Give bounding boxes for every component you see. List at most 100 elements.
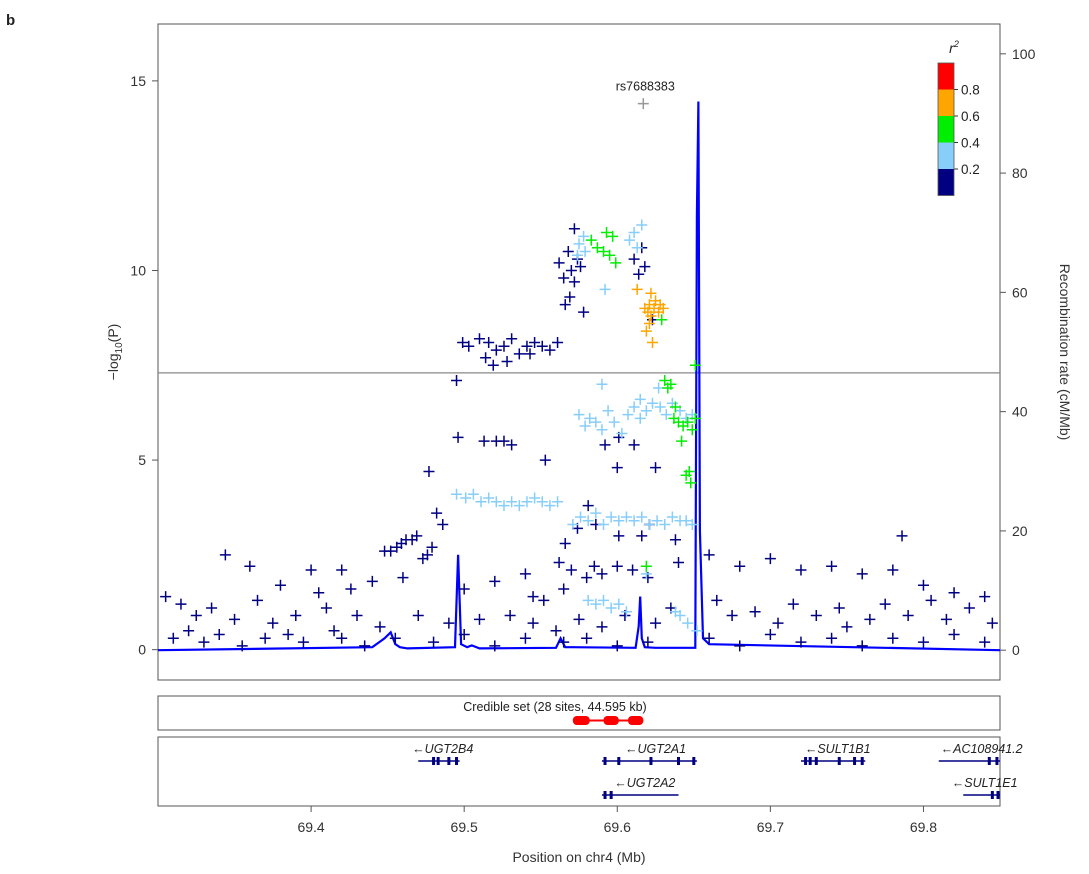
snp-point-navy: [749, 606, 761, 618]
snp-point-navy: [487, 359, 499, 371]
axes: 0 5 10 15 0 20 40 60 80 100 69.4 69.5 69.6 69.7 69.8 Po…: [105, 46, 1073, 865]
gene-label: ←SULT1E1: [952, 776, 1018, 790]
snp-point-navy: [864, 613, 876, 625]
snp-point-navy: [489, 575, 501, 587]
snp-point-navy: [575, 261, 587, 273]
snp-point-navy: [764, 628, 776, 640]
snp-point-navy: [473, 613, 485, 625]
snp-point-lightblue: [628, 401, 640, 413]
snp-point-navy: [841, 621, 853, 633]
snp-point-navy: [160, 591, 172, 603]
snp-point-navy: [642, 636, 654, 648]
y-axis-label-left: −log10(P): [105, 324, 125, 381]
snp-point-navy: [219, 549, 231, 561]
snp-point-lightblue: [578, 230, 590, 242]
snp-point-navy: [351, 610, 363, 622]
snp-point-navy: [669, 534, 681, 546]
snp-point-navy: [599, 439, 611, 451]
snp-point-lightblue: [599, 283, 611, 295]
gene-exon: [996, 791, 1000, 799]
snp-point-lightblue: [628, 227, 640, 239]
snp-point-navy: [336, 564, 348, 576]
snp-point-navy: [726, 610, 738, 622]
recombination-rate-series: [157, 101, 1001, 652]
snp-point-navy: [463, 340, 475, 352]
snp-point-navy: [345, 583, 357, 595]
y-tick-label-right: 80: [1012, 165, 1028, 181]
y-tick-label-right: 0: [1012, 642, 1020, 658]
r2-legend: r2 0.8 0.6 0.4 0.2: [937, 39, 980, 196]
snp-point-navy: [879, 598, 891, 610]
snp-point-lightblue: [608, 416, 620, 428]
snp-point-navy: [359, 640, 371, 652]
snp-point-lightblue: [654, 401, 666, 413]
snp-point-lightblue: [613, 598, 625, 610]
snp-point-navy: [366, 575, 378, 587]
snp-point-navy: [385, 545, 397, 557]
gene-track: ←UGT2B4 ←UGT2A1 ←SULT1B1 ←AC108941.2 ←UGT2A2…: [157, 736, 1023, 807]
y-tick-label-left: 5: [138, 452, 146, 468]
snp-point-navy: [328, 625, 340, 637]
snp-point-navy: [764, 553, 776, 565]
snp-point-lightblue: [584, 412, 596, 424]
snp-point-lightblue: [513, 500, 525, 512]
legend-border: [937, 62, 955, 196]
snp-point-navy: [711, 594, 723, 606]
snp-point-navy: [490, 344, 502, 356]
snp-point-lightblue: [596, 424, 608, 436]
gene-exon: [987, 757, 991, 765]
snp-point-navy: [473, 333, 485, 345]
snp-point-lightblue: [669, 606, 681, 618]
snp-point-green: [665, 378, 677, 390]
snp-point-green: [689, 359, 701, 371]
snp-point-lightblue: [590, 598, 602, 610]
snp-point-navy: [628, 439, 640, 451]
x-axis-label: Position on chr4 (Mb): [512, 849, 645, 865]
snp-point-lightblue: [691, 625, 703, 637]
snp-point-navy: [236, 640, 248, 652]
snp-point-green: [656, 314, 668, 326]
snp-point-navy: [917, 636, 929, 648]
snp-point-lightblue: [552, 496, 564, 508]
snp-point-navy: [558, 636, 570, 648]
snp-point-lightblue: [643, 519, 655, 531]
snp-point-navy: [627, 564, 639, 576]
legend-label: 0.2: [961, 162, 980, 177]
gene-exon: [649, 757, 653, 765]
snp-point-lightblue: [631, 242, 643, 254]
snp-point-navy: [498, 435, 510, 447]
snp-point-green: [597, 246, 609, 258]
gene-exon: [603, 757, 607, 765]
gene-label: ←UGT2A2: [614, 776, 675, 790]
snp-point-lightblue: [634, 412, 646, 424]
snp-point-green: [676, 435, 688, 447]
legend-label: 0.4: [961, 136, 980, 151]
snp-point-lightblue: [460, 492, 472, 504]
snp-point-orange: [645, 287, 657, 299]
snp-point-lightblue: [590, 507, 602, 519]
snp-point-navy: [480, 352, 492, 364]
snp-point-lightblue: [659, 519, 671, 531]
snp-point-green: [659, 374, 671, 386]
snp-point-navy: [810, 610, 822, 622]
snp-point-navy: [917, 579, 929, 591]
gene-label: ←AC108941.2: [941, 742, 1023, 756]
legend-swatch: [938, 169, 954, 196]
legend-title: r2: [949, 39, 959, 56]
gene-exon: [455, 757, 459, 765]
snp-point-lightblue: [613, 515, 625, 527]
y-tick-label-left: 15: [130, 73, 146, 89]
gene-exon: [990, 791, 994, 799]
snp-point-lightblue: [582, 594, 594, 606]
snp-point-navy: [613, 530, 625, 542]
snp-point-navy: [986, 617, 998, 629]
snp-point-navy: [544, 344, 556, 356]
snp-point-navy: [636, 530, 648, 542]
snp-point-lightblue: [624, 234, 636, 246]
snp-point-navy: [565, 564, 577, 576]
snp-point-navy: [558, 583, 570, 595]
snp-point-navy: [596, 621, 608, 633]
snp-point-navy: [259, 632, 271, 644]
snp-point-lightblue: [544, 500, 556, 512]
gene-exon: [677, 757, 681, 765]
